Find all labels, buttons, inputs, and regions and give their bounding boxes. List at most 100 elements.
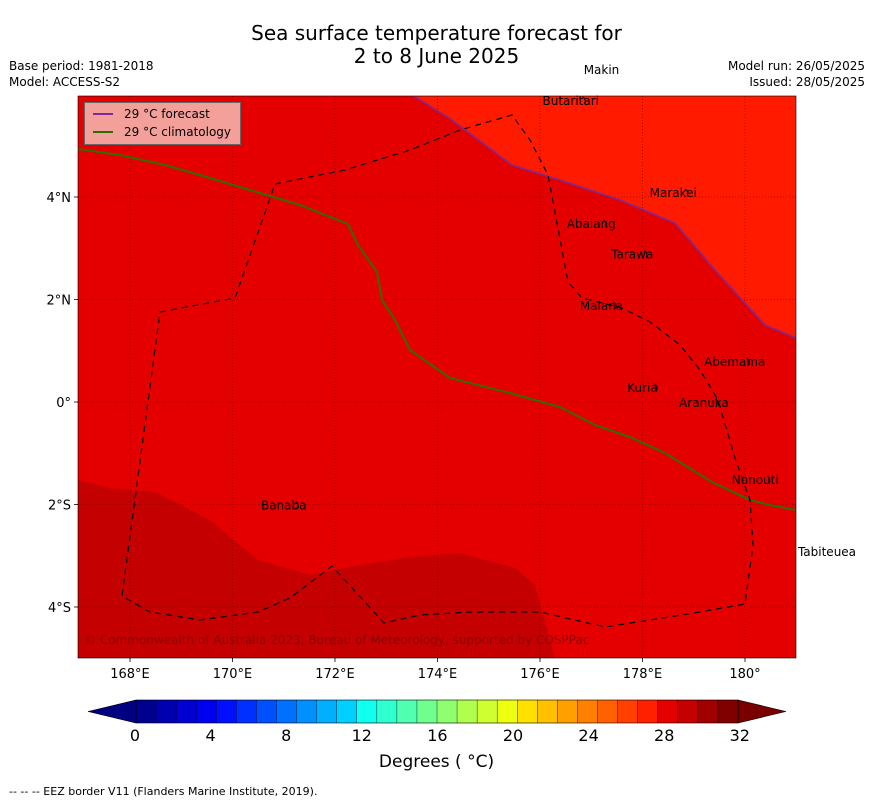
legend-forecast-swatch: [93, 113, 113, 115]
island-outline: [582, 96, 586, 104]
title-line-2: 2 to 8 June 2025: [353, 44, 520, 68]
sst-field-warm: [414, 96, 796, 338]
island-outline: [654, 383, 658, 391]
legend-climatology: 29 °C climatology: [93, 124, 231, 140]
colorbar-swatch: [176, 700, 197, 723]
colorbar-swatch: [597, 700, 618, 723]
lon-tick-label: 168°E: [110, 667, 150, 682]
island-label: Nonouti: [732, 473, 779, 487]
forecast-29c-contour: [413, 96, 796, 339]
legend-climatology-swatch: [93, 131, 113, 133]
lat-tick-label: 4°N: [47, 191, 72, 206]
colorbar-tick-label: 0: [130, 726, 140, 745]
island-label: Abemama: [704, 355, 765, 369]
title-line-1: Sea surface temperature forecast for: [251, 21, 622, 45]
lon-tick-label: 180°: [729, 667, 760, 682]
island-label: Abaiang: [567, 217, 616, 231]
island-labels: Makin Butaritari Marakei Abaiang Tarawa Maian…: [261, 63, 856, 559]
island-outline: [613, 301, 617, 309]
meta-right: Model run: 26/05/2025 Issued: 28/05/2025: [728, 58, 865, 90]
colorbar-swatch: [236, 700, 257, 723]
legend-forecast: 29 °C forecast: [93, 106, 210, 122]
legend-forecast-label: 29 °C forecast: [124, 107, 210, 121]
colorbar-swatch: [256, 700, 277, 723]
colorbar-swatch: [537, 700, 558, 723]
colorbar-label: Degrees ( °C): [378, 752, 495, 772]
colorbar-swatch: [136, 700, 157, 723]
island-label: Banaba: [261, 499, 307, 513]
island-label: Marakei: [650, 186, 697, 200]
lon-tick-label: 176°E: [520, 667, 560, 682]
island-outline: [684, 188, 689, 197]
colorbar-tick-label: 8: [281, 726, 291, 745]
island-label: Tabiteuea: [797, 545, 856, 559]
island-label: Kuria: [627, 381, 658, 395]
meta-left: Base period: 1981-2018 Model: ACCESS-S2: [9, 58, 154, 90]
legend-climatology-label: 29 °C climatology: [124, 125, 232, 139]
colorbar-swatch: [296, 700, 317, 723]
colorbar-swatch: [637, 700, 659, 723]
colorbar-swatch: [316, 700, 337, 723]
colorbar-swatch: [336, 700, 358, 723]
map-plot-area: [78, 96, 796, 658]
island-outline: [715, 398, 720, 407]
island-outlines: [295, 96, 771, 509]
colorbar-swatch: [276, 700, 297, 723]
island-label: Tarawa: [610, 248, 653, 262]
island-label: Butaritari: [543, 94, 600, 108]
colorbar-swatch: [497, 700, 518, 723]
issued-text: Issued: 28/05/2025: [749, 75, 865, 89]
model-run-text: Model run: 26/05/2025: [727, 59, 865, 73]
colorbar-swatch: [216, 700, 237, 723]
colorbar: 0 4 8 12 16 20 24 28 32: [87, 699, 787, 745]
climatology-29c-contour: [78, 148, 796, 511]
colorbar-high-arrow: [737, 699, 787, 724]
lon-tick-label: 178°E: [623, 667, 663, 682]
colorbar-swatch: [477, 700, 498, 723]
island-outline: [766, 475, 771, 484]
island-outline: [746, 357, 750, 366]
colorbar-swatch: [196, 700, 217, 723]
island-label: Maiana: [580, 299, 623, 313]
colorbar-swatch: [717, 700, 739, 723]
colorbar-swatch: [416, 700, 438, 723]
latitude-ticks: 4°N 2°N 0° 2°S 4°S: [47, 191, 78, 616]
island-outline: [602, 219, 607, 227]
lat-tick-label: 2°S: [48, 499, 71, 514]
colorbar-swatch: [437, 700, 458, 723]
colorbar-swatch: [677, 700, 699, 723]
colorbar-swatch: [697, 700, 719, 723]
lon-tick-label: 170°E: [213, 667, 253, 682]
island-label: Aranuka: [679, 396, 729, 410]
colorbar-tick-label: 24: [578, 726, 598, 745]
colorbar-swatch: [557, 700, 578, 723]
colorbar-tick-label: 12: [352, 726, 372, 745]
island-label: Makin: [584, 63, 620, 77]
copyright-text: © Commonwealth of Australia 2023, Bureau…: [84, 633, 589, 647]
colorbar-swatch: [517, 700, 538, 723]
map-legend: 29 °C forecast 29 °C climatology: [84, 102, 241, 145]
lat-tick-label: 4°S: [48, 601, 71, 616]
lat-tick-label: 0°: [56, 396, 71, 411]
colorbar-tick-label: 20: [503, 726, 523, 745]
lon-tick-label: 174°E: [418, 667, 458, 682]
colorbar-swatch: [396, 700, 418, 723]
chart-title: Sea surface temperature forecast for 2 t…: [0, 22, 873, 68]
map-frame: [77, 95, 797, 659]
island-outline: [295, 501, 299, 509]
longitude-ticks: 168°E 170°E 172°E 174°E 176°E 178°E 180°: [110, 658, 761, 682]
lat-tick-label: 2°N: [47, 294, 72, 309]
eez-footnote: -- -- -- EEZ border V11 (Flanders Marine…: [9, 785, 318, 798]
colorbar-tick-label: 4: [206, 726, 216, 745]
colorbar-low-arrow: [87, 699, 137, 724]
model-text: Model: ACCESS-S2: [9, 75, 121, 89]
colorbar-swatch: [156, 700, 177, 723]
colorbar-swatch: [577, 700, 598, 723]
colorbar-swatch: [376, 700, 398, 723]
lon-tick-label: 172°E: [315, 667, 355, 682]
island-outline: [643, 250, 648, 258]
eez-border: [121, 114, 754, 628]
map-grid: [78, 96, 796, 658]
colorbar-swatch: [617, 700, 638, 723]
